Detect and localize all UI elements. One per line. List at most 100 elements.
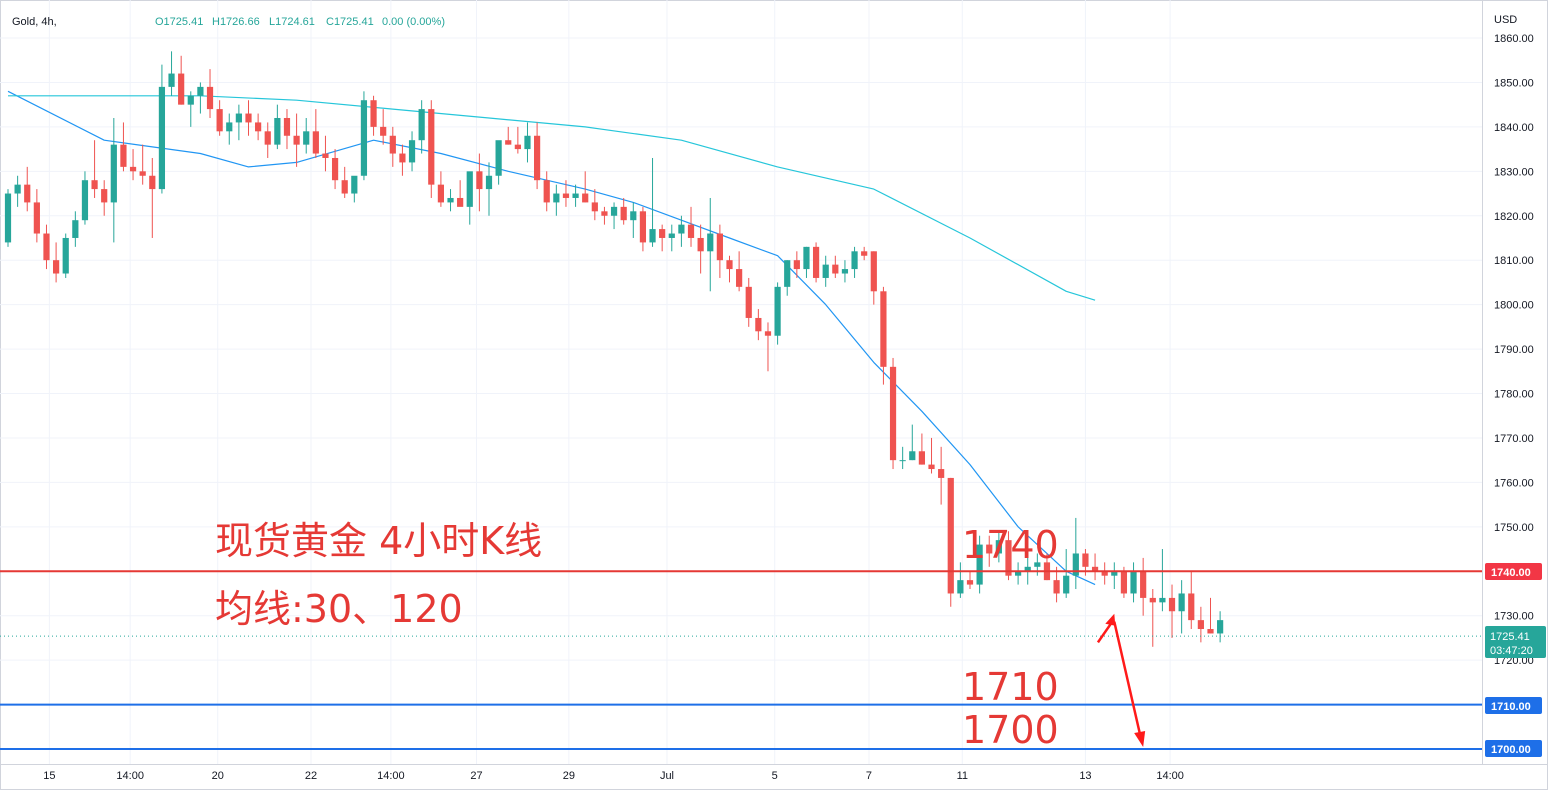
candle-body — [129, 166, 137, 172]
candle-body — [139, 171, 146, 176]
chart-title-annotation: 现货黄金 4小时K线 — [215, 519, 542, 563]
candle-body — [178, 73, 185, 105]
time-tick-label: 20 — [212, 770, 224, 782]
candle — [466, 171, 473, 225]
candle-body — [1178, 593, 1185, 612]
candle — [408, 131, 416, 172]
time-axis[interactable]: 15 14:00 20 22 14:00 27 29 Jul 5 7 11 13 14:00 — [0, 764, 1548, 783]
candle — [380, 109, 387, 145]
candle-body — [861, 251, 868, 256]
candle — [178, 55, 185, 105]
tag-1710-text: 1710.00 — [1491, 701, 1531, 713]
candle-body — [1101, 571, 1108, 576]
candle — [216, 100, 223, 136]
candle-body — [466, 171, 473, 207]
candle-body — [485, 175, 493, 190]
candle-body — [601, 211, 608, 216]
level-1700-annotation: 1700 — [962, 708, 1059, 752]
candle — [24, 166, 31, 212]
candle — [707, 197, 714, 292]
time-tick-label: 13 — [1079, 770, 1091, 782]
candle — [524, 122, 531, 163]
candle — [870, 251, 877, 305]
candle — [764, 322, 772, 372]
candle — [534, 122, 541, 190]
candle-body — [870, 251, 877, 292]
candle-body — [72, 220, 79, 238]
candle — [91, 140, 98, 198]
candle-body — [274, 117, 281, 145]
candle — [206, 69, 214, 118]
candle-body — [630, 211, 637, 221]
candle-body — [986, 544, 993, 554]
price-tick-label: 1720.00 — [1494, 655, 1534, 667]
candle-body — [812, 246, 820, 278]
currency-label: USD — [1494, 14, 1517, 26]
candle-body — [283, 117, 291, 136]
time-tick-label: 29 — [563, 770, 575, 782]
candle — [360, 91, 368, 181]
candle — [139, 144, 146, 185]
candle — [909, 424, 916, 461]
candle-body — [957, 580, 964, 594]
candle-body — [53, 260, 60, 274]
candle-body — [668, 233, 675, 238]
candle — [1178, 580, 1185, 634]
horizontal-levels[interactable] — [0, 570, 1482, 750]
candle — [582, 171, 589, 203]
symbol-label: Gold, 4h, — [12, 16, 57, 28]
candle-body — [1082, 553, 1089, 567]
candle-body — [620, 206, 627, 221]
candle-body — [659, 229, 666, 238]
candle-body — [33, 202, 40, 234]
candle-body — [380, 126, 387, 136]
candle — [1053, 566, 1060, 603]
candle-body — [610, 206, 618, 216]
time-tick-label: 14:00 — [1156, 770, 1184, 782]
candle-body — [841, 269, 849, 274]
candle — [1015, 562, 1022, 585]
time-tick-label: 15 — [43, 770, 55, 782]
time-tick-label: 22 — [305, 770, 317, 782]
candle-body — [1063, 575, 1070, 594]
candle — [899, 446, 906, 470]
candle-body — [755, 317, 762, 332]
candle-body — [553, 193, 560, 203]
price-tick-label: 1820.00 — [1494, 211, 1534, 223]
candle — [1188, 571, 1195, 630]
candle-body — [1130, 571, 1137, 594]
candle — [1024, 553, 1031, 585]
candle-body — [639, 211, 647, 243]
candle — [341, 166, 348, 198]
candle — [957, 562, 964, 598]
candle-body — [803, 246, 810, 270]
candle — [418, 100, 425, 154]
candle-body — [110, 144, 117, 203]
candle — [312, 109, 319, 158]
candle — [861, 246, 868, 261]
candle — [947, 477, 954, 607]
candle — [572, 184, 579, 207]
candle — [755, 309, 762, 341]
ohlc-open: O1725.41 — [155, 16, 203, 28]
candle-body — [822, 264, 829, 278]
time-tick-label: 11 — [957, 770, 968, 782]
candle-body — [322, 153, 329, 158]
candle-body — [255, 122, 262, 132]
candle — [716, 224, 723, 278]
candle — [428, 100, 435, 198]
candle — [110, 117, 117, 243]
candle-body — [909, 451, 916, 461]
candle-body — [264, 131, 271, 145]
candle-body — [947, 477, 954, 594]
candle-body — [408, 140, 416, 163]
candle — [1111, 562, 1118, 590]
price-tick-label: 1840.00 — [1494, 122, 1534, 134]
candle-body — [1217, 620, 1224, 634]
candle-body — [428, 109, 435, 185]
candle — [659, 224, 666, 252]
candle-body — [505, 140, 512, 145]
